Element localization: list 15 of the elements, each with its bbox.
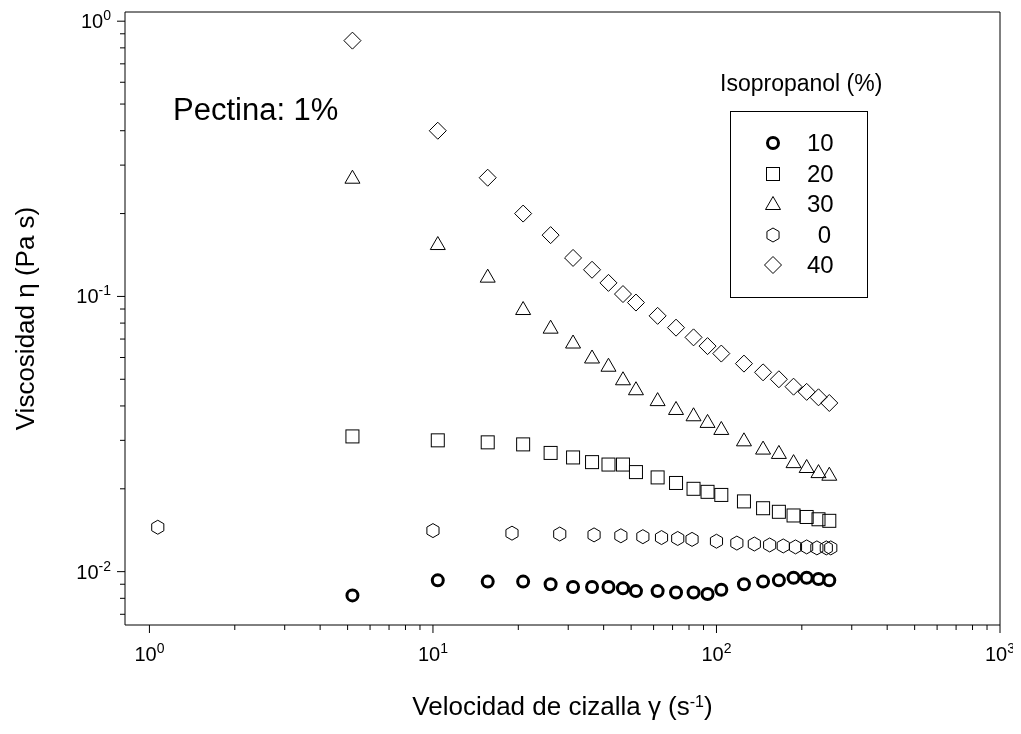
legend-label: 20: [807, 159, 834, 188]
y-tick-label: 10$^{-1}$: [76, 282, 112, 308]
x-axis-title: Velocidad de cizalla γ (s$^{-1}$): [412, 691, 713, 721]
y-axis-title: Viscosidad η (Pa s): [10, 206, 40, 431]
legend-label: 0: [816, 220, 831, 249]
y-tick-label: 10$^{0}$: [80, 7, 112, 33]
legend-title: Isopropanol (%): [720, 70, 883, 97]
y-tick-label: 10$^{-2}$: [76, 557, 112, 583]
legend-label: 30: [807, 190, 834, 219]
annotation: Pectina: 1%: [173, 92, 339, 128]
x-tick-label: 10$^{2}$: [701, 640, 732, 665]
legend-label: 10: [807, 129, 834, 158]
legend-label: 40: [807, 251, 834, 280]
x-tick-label: 10$^{0}$: [134, 640, 165, 665]
x-tick-label: 10$^{1}$: [417, 640, 449, 665]
